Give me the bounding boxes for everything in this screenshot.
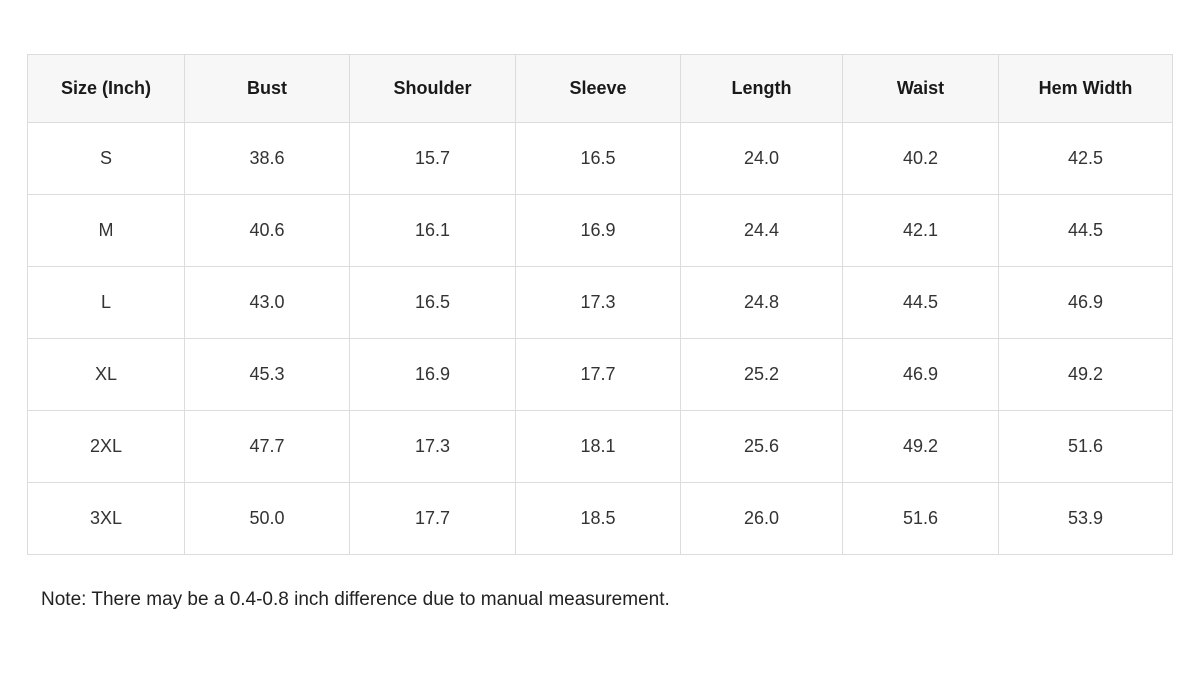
table-cell: 42.5 bbox=[998, 122, 1173, 195]
table-cell: 17.7 bbox=[515, 338, 681, 411]
table-cell: 53.9 bbox=[998, 482, 1173, 555]
header-cell: Waist bbox=[842, 54, 999, 123]
table-cell: 3XL bbox=[27, 482, 185, 555]
table-cell: 38.6 bbox=[184, 122, 350, 195]
table-cell: 26.0 bbox=[680, 482, 843, 555]
table-cell: 46.9 bbox=[998, 266, 1173, 339]
table-cell: 50.0 bbox=[184, 482, 350, 555]
table-cell: S bbox=[27, 122, 185, 195]
table-cell: XL bbox=[27, 338, 185, 411]
table-cell: M bbox=[27, 194, 185, 267]
table-cell: 18.1 bbox=[515, 410, 681, 483]
table-cell: 45.3 bbox=[184, 338, 350, 411]
table-cell: 44.5 bbox=[842, 266, 999, 339]
table-row: 3XL 50.0 17.7 18.5 26.0 51.6 53.9 bbox=[27, 482, 1173, 555]
table-cell: 15.7 bbox=[349, 122, 516, 195]
table-cell: 16.5 bbox=[349, 266, 516, 339]
table-cell: 49.2 bbox=[998, 338, 1173, 411]
header-cell: Size (Inch) bbox=[27, 54, 185, 123]
size-table: Size (Inch) Bust Shoulder Sleeve Length Waist… bbox=[27, 54, 1173, 555]
table-cell: 16.5 bbox=[515, 122, 681, 195]
table-cell: 25.6 bbox=[680, 410, 843, 483]
header-row: Size (Inch) Bust Shoulder Sleeve Length Waist… bbox=[27, 54, 1173, 123]
table-cell: 46.9 bbox=[842, 338, 999, 411]
header-cell: Length bbox=[680, 54, 843, 123]
table-cell: L bbox=[27, 266, 185, 339]
table-cell: 16.9 bbox=[349, 338, 516, 411]
header-cell: Sleeve bbox=[515, 54, 681, 123]
table-cell: 17.7 bbox=[349, 482, 516, 555]
table-cell: 40.2 bbox=[842, 122, 999, 195]
table-cell: 25.2 bbox=[680, 338, 843, 411]
table-body: S 38.6 15.7 16.5 24.0 40.2 42.5 M 40.6 16.1 16.9 24… bbox=[27, 122, 1173, 555]
table-cell: 44.5 bbox=[998, 194, 1173, 267]
header-cell: Shoulder bbox=[349, 54, 516, 123]
table-row: XL 45.3 16.9 17.7 25.2 46.9 49.2 bbox=[27, 338, 1173, 411]
note: Note: There may be a 0.4-0.8 inch differ… bbox=[41, 589, 670, 610]
table-cell: 24.4 bbox=[680, 194, 843, 267]
table-cell: 24.0 bbox=[680, 122, 843, 195]
table-cell: 51.6 bbox=[998, 410, 1173, 483]
table-cell: 47.7 bbox=[184, 410, 350, 483]
table-cell: 43.0 bbox=[184, 266, 350, 339]
table-row: M 40.6 16.1 16.9 24.4 42.1 44.5 bbox=[27, 194, 1173, 267]
table-cell: 18.5 bbox=[515, 482, 681, 555]
table-cell: 16.9 bbox=[515, 194, 681, 267]
table-cell: 17.3 bbox=[515, 266, 681, 339]
table-row: L 43.0 16.5 17.3 24.8 44.5 46.9 bbox=[27, 266, 1173, 339]
table-header: Size (Inch) Bust Shoulder Sleeve Length Waist… bbox=[27, 54, 1173, 123]
table-cell: 2XL bbox=[27, 410, 185, 483]
table-cell: 49.2 bbox=[842, 410, 999, 483]
header-cell: Hem Width bbox=[998, 54, 1173, 123]
table-row: S 38.6 15.7 16.5 24.0 40.2 42.5 bbox=[27, 122, 1173, 195]
table-cell: 24.8 bbox=[680, 266, 843, 339]
table-cell: 51.6 bbox=[842, 482, 999, 555]
table-cell: 40.6 bbox=[184, 194, 350, 267]
table-cell: 17.3 bbox=[349, 410, 516, 483]
table-cell: 42.1 bbox=[842, 194, 999, 267]
table-row: 2XL 47.7 17.3 18.1 25.6 49.2 51.6 bbox=[27, 410, 1173, 483]
table-cell: 16.1 bbox=[349, 194, 516, 267]
header-cell: Bust bbox=[184, 54, 350, 123]
